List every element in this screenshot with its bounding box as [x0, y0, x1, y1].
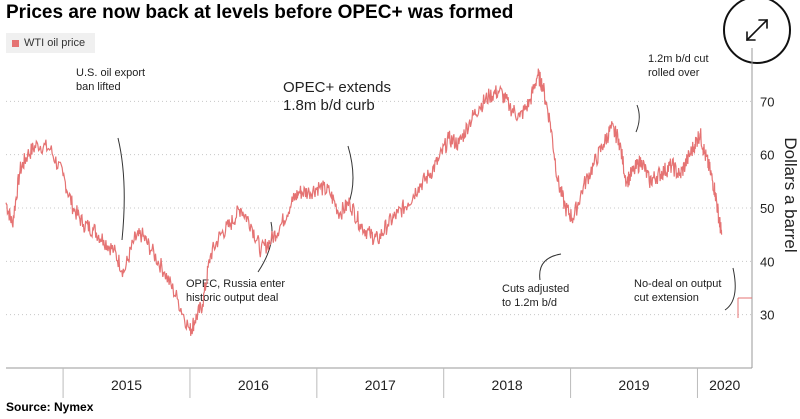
- y-axis: 30 40 50 60 70: [751, 48, 774, 368]
- x-axis: 2015 2016 2017 2018 2019 2020: [6, 367, 752, 398]
- expand-arrows-icon: [746, 19, 768, 41]
- x-tick-label: 2019: [618, 377, 649, 393]
- annotation-pointer: [257, 221, 273, 273]
- y-tick-label: 70: [760, 94, 774, 109]
- x-tick-label: 2018: [492, 377, 523, 393]
- annotation-pointer: [347, 145, 354, 206]
- annotation-pointer: [117, 137, 125, 241]
- x-tick-label: 2020: [709, 377, 740, 393]
- y-tick-label: 40: [760, 254, 774, 269]
- chart-title: Prices are now back at levels before OPE…: [6, 2, 514, 23]
- annotation-label: Cuts adjusted to 1.2m b/d: [502, 283, 569, 309]
- legend-swatch: [12, 39, 19, 47]
- annotation-pointer: [539, 253, 562, 281]
- annotation-label: 1.2m b/d cut rolled over: [648, 53, 709, 79]
- y-axis-label: Dollars a barrel: [781, 137, 800, 252]
- x-tick-label: 2015: [111, 377, 142, 393]
- annotation-label: OPEC+ extends 1.8m b/d curb: [283, 79, 391, 114]
- y-tick-label: 50: [760, 201, 774, 216]
- source-note: Source: Nymex: [6, 400, 94, 414]
- legend-label: WTI oil price: [24, 37, 86, 49]
- annotation-label: No-deal on output cut extension: [634, 278, 721, 304]
- legend: WTI oil price: [6, 33, 96, 53]
- wti-price-line: [5, 68, 723, 336]
- x-tick-label: 2017: [365, 377, 396, 393]
- annotation-pointer: [635, 104, 640, 133]
- annotation-label: U.S. oil export ban lifted: [76, 67, 145, 93]
- expand-button[interactable]: [723, 0, 791, 64]
- annotations: U.S. oil export ban lifted OPEC, Russia en…: [76, 53, 736, 311]
- y-tick-label: 60: [760, 148, 774, 163]
- annotation-label: OPEC, Russia enter historic output deal: [186, 278, 285, 304]
- annotation-pointer: [724, 267, 736, 311]
- y-tick-label: 30: [760, 308, 774, 323]
- gridlines: [6, 100, 752, 316]
- x-tick-label: 2016: [238, 377, 269, 393]
